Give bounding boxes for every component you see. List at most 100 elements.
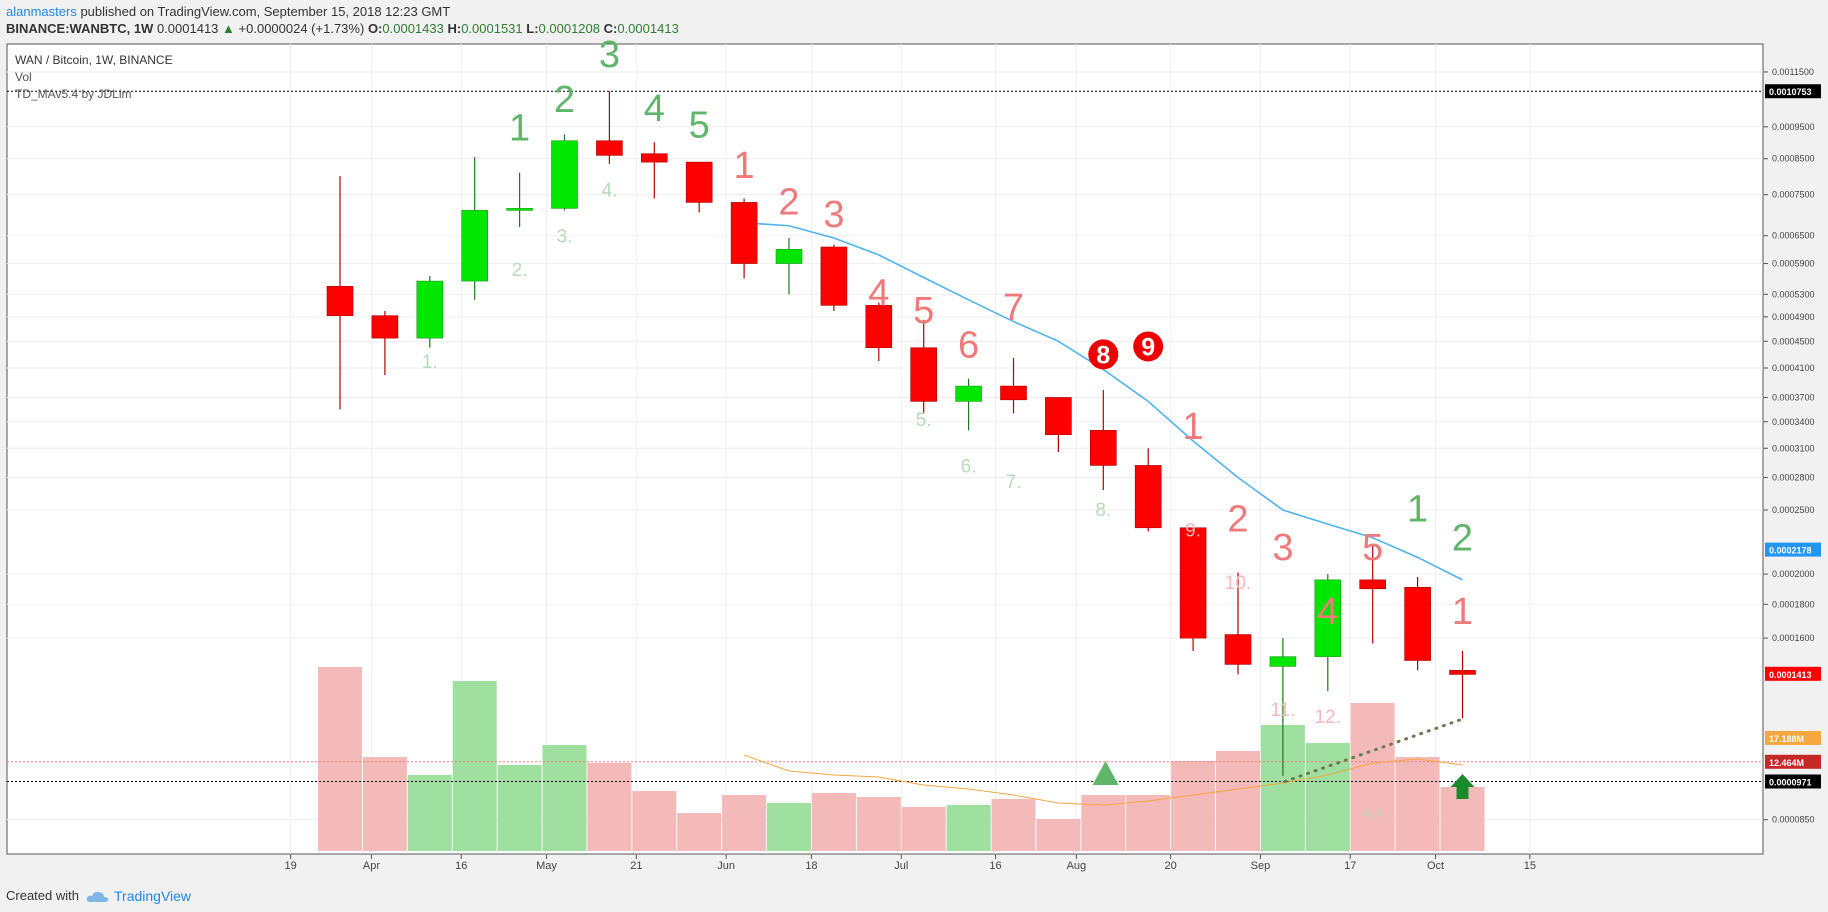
volume-bar [587,763,632,851]
candle-body[interactable] [865,305,893,349]
y-tick-label: 0.0000850 [1772,815,1815,825]
candle-body[interactable] [1179,527,1207,639]
y-tick-label: 0.0008500 [1772,154,1815,164]
x-tick-label: 15 [1524,860,1536,872]
candle-body[interactable] [551,140,578,209]
candle-body[interactable] [1359,579,1386,590]
candle-body[interactable] [326,286,354,316]
td-count-label: 6. [961,456,977,477]
candle-body[interactable] [1045,397,1072,436]
price-tag-label: 12.464M [1769,758,1804,768]
open-label: O: [367,21,383,36]
chart-header: alanmasters published on TradingView.com… [0,0,1828,42]
candle-body[interactable] [1090,430,1117,466]
author-link[interactable]: alanmasters [6,4,77,19]
td-count-label: 12. [1315,707,1341,728]
td-count-label: 2 [554,79,575,121]
td-count-label: 7. [1006,472,1022,493]
candle-body[interactable] [1404,586,1431,661]
td-count-label: 6 [958,325,979,367]
green-arrow-up-icon [1450,774,1475,799]
change-value: +0.0000024 (+1.73%) [238,21,365,36]
volume-bar [407,775,452,851]
candle-body[interactable] [1269,656,1297,667]
candle-body[interactable] [910,347,938,402]
td-setup-marker-label: 9 [1141,333,1155,361]
volume-bar [1350,703,1395,851]
low-value: 0.0001208 [538,21,600,36]
y-tick-label: 0.0007500 [1772,190,1815,200]
td-count-label: 4 [644,88,665,130]
price-tag-label: 0.0002178 [1769,546,1812,556]
y-tick-label: 0.0005900 [1772,259,1815,269]
x-tick-label: Sep [1251,860,1271,872]
td-count-label: 5. [916,410,932,431]
volume-bar [991,799,1036,851]
price-tag [1765,84,1821,99]
td-count-label: 1 [1183,406,1204,448]
y-tick-label: 0.0006500 [1772,231,1815,241]
td-count-label: 3 [1272,527,1293,569]
y-tick-label: 0.0003100 [1772,443,1815,453]
price-tag [1765,666,1821,681]
candle-body[interactable] [506,208,533,211]
tradingview-brand-link[interactable]: TradingView [114,888,192,904]
x-tick-label: Jul [894,860,908,872]
candle-body[interactable] [1449,670,1476,675]
volume-bar [1126,795,1171,851]
legend-vol: Vol [15,70,32,84]
y-tick-label: 0.0002800 [1772,472,1815,482]
x-tick-label: 18 [805,860,817,872]
candle-body[interactable] [955,385,982,402]
candle-body[interactable] [730,202,758,264]
x-tick-label: Jun [717,860,735,872]
td-count-label: 2 [1452,518,1473,560]
volume-bar [722,795,767,851]
candle-body[interactable] [640,153,668,163]
volume-bar [677,813,722,851]
td-count-label: 3. [557,226,573,247]
candle-body[interactable] [461,210,489,282]
volume-bar [362,757,407,851]
x-tick-label: 21 [630,860,642,872]
created-with-label: Created with [6,888,79,903]
volume-bar [1395,757,1440,851]
td-count-label: 1. [422,352,438,373]
td-count-label: 1 [1452,591,1473,633]
candle-body[interactable] [820,246,848,306]
candle-body[interactable] [1134,465,1162,529]
tradingview-cloud-icon [86,891,109,902]
candle-body[interactable] [596,140,623,156]
candle-body[interactable] [685,161,713,203]
td-count-label: 3 [599,34,620,76]
td-count-label: 2 [778,181,799,223]
td-count-label: 4. [601,181,617,202]
volume-bar [497,765,542,851]
volume-bar [811,793,856,851]
td-count-label: 1 [509,108,530,150]
y-tick-label: 0.0011500 [1772,67,1814,77]
y-tick-label: 0.0002500 [1772,505,1815,515]
candle-body[interactable] [371,315,399,339]
candle-body[interactable] [775,248,803,264]
high-label: H: [447,21,462,36]
close-value: 0.0001413 [617,21,679,36]
td-count-label: 7 [1003,287,1024,329]
td-count-label: 8. [1095,500,1111,521]
candle-body[interactable] [416,280,444,339]
candle-body[interactable] [1314,579,1342,657]
y-tick-label: 0.0003700 [1772,392,1815,402]
volume-bar [946,805,991,851]
price-tag [1765,542,1821,557]
chart-title: WAN / Bitcoin, 1W, BINANCE [15,53,173,67]
x-tick-label: 19 [284,860,296,872]
y-tick-label: 0.0009500 [1772,122,1815,132]
candle-body[interactable] [1000,385,1027,401]
candle-body[interactable] [1224,634,1252,665]
chart-footer: Created with TradingView [0,884,1828,912]
last-price: 0.0001413 [156,21,219,36]
volume-bar [1216,751,1260,851]
x-tick-label: May [536,860,557,872]
td-count-label: 10. [1225,573,1251,594]
